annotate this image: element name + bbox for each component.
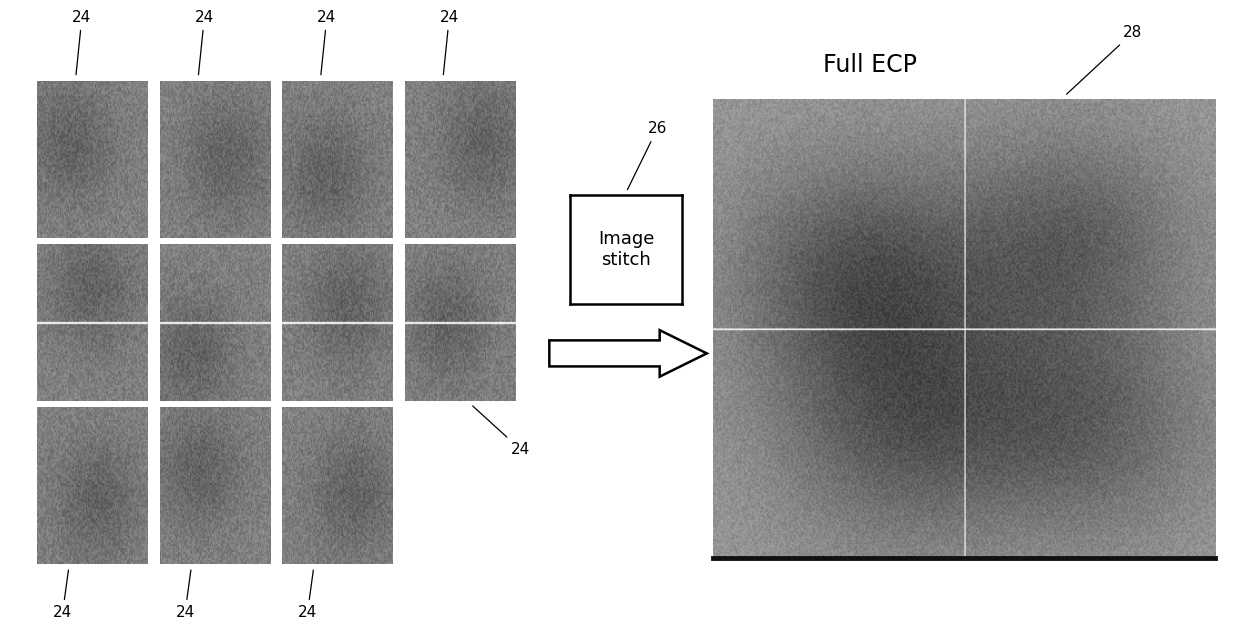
- Text: 28: 28: [1066, 25, 1142, 94]
- Text: Image
stitch: Image stitch: [598, 230, 655, 269]
- Text: 24: 24: [472, 406, 529, 457]
- Text: 24: 24: [440, 10, 459, 75]
- Text: 24: 24: [175, 570, 195, 620]
- Text: 24: 24: [53, 570, 72, 620]
- Text: 24: 24: [195, 10, 215, 75]
- Text: Full ECP: Full ECP: [823, 53, 918, 78]
- Text: 24: 24: [298, 570, 317, 620]
- Text: 24: 24: [317, 10, 336, 75]
- Text: 24: 24: [72, 10, 92, 75]
- Text: 26: 26: [627, 122, 667, 190]
- Polygon shape: [549, 330, 707, 376]
